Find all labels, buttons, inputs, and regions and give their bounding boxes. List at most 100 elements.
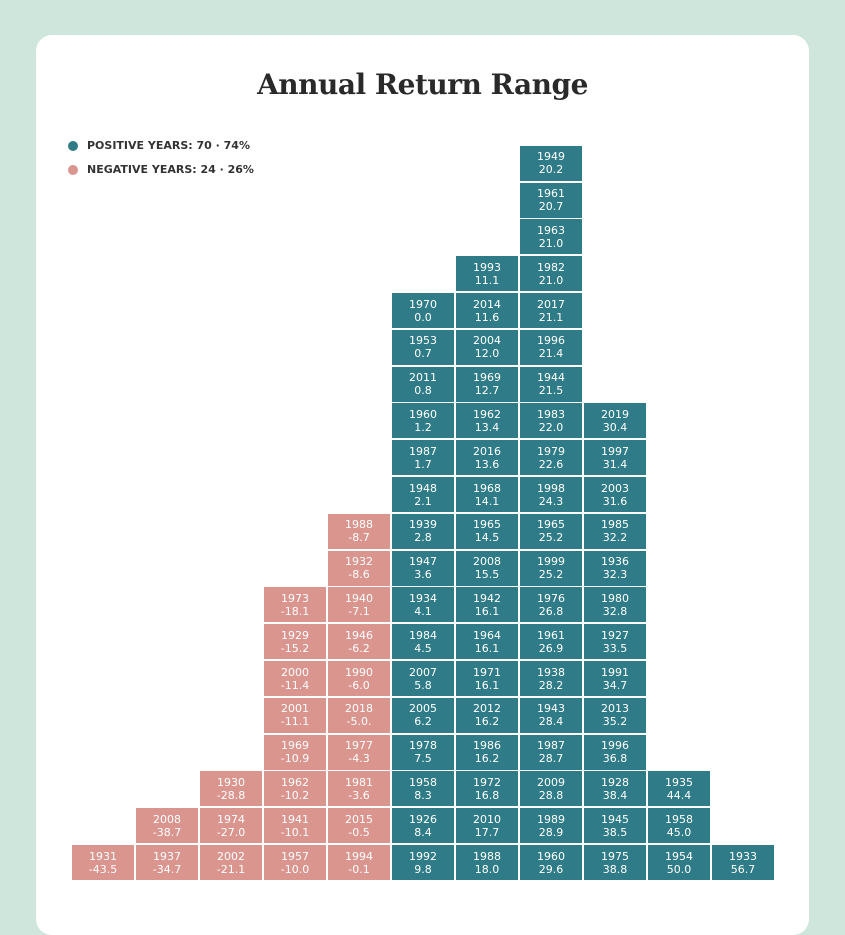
tile-value: 34.7 <box>602 678 628 692</box>
tile-year: 1976 <box>537 591 565 605</box>
tile-value: 0.0 <box>414 310 432 324</box>
tile-year: 1933 <box>729 849 757 863</box>
tile-year: 1965 <box>537 518 565 532</box>
tile-year: 1940 <box>345 591 373 605</box>
tile-year: 1937 <box>153 849 181 863</box>
tile: 1992 9.8 <box>392 845 454 880</box>
tile-value: 38.4 <box>602 788 628 802</box>
tile-year: 1964 <box>473 628 501 642</box>
tile: 1983 22.0 <box>520 403 582 439</box>
tile-year: 1928 <box>601 775 629 789</box>
tile: 2002 -21.1 <box>200 845 262 880</box>
tile: 2008 -38.7 <box>136 808 198 844</box>
tile-year: 1932 <box>345 555 373 569</box>
tile-year: 1962 <box>281 775 309 789</box>
tile: 1942 16.1 <box>456 587 518 623</box>
tile-year: 1960 <box>537 849 565 863</box>
tile-year: 1991 <box>601 665 629 679</box>
tile-value: -8.6 <box>348 568 370 582</box>
tile: 1976 26.8 <box>520 587 582 623</box>
tile-year: 2018 <box>345 702 373 716</box>
tile: 1984 4.5 <box>392 624 454 660</box>
tile: 1928 38.4 <box>584 771 646 807</box>
tile: 1926 8.4 <box>392 808 454 844</box>
tile-value: 28.7 <box>538 752 564 766</box>
tile: 1985 32.2 <box>584 513 646 549</box>
tile: 1962 13.4 <box>456 403 518 439</box>
tile-value: 20.7 <box>538 200 564 214</box>
tile-value: 32.2 <box>602 531 628 545</box>
tile-year: 1983 <box>537 407 565 421</box>
tile-year: 1961 <box>537 187 565 201</box>
tile: 2019 30.4 <box>584 403 646 439</box>
tile-year: 2012 <box>473 702 501 716</box>
tile-year: 1960 <box>409 407 437 421</box>
tile-year: 2010 <box>473 812 501 826</box>
tile-year: 1948 <box>409 481 437 495</box>
tile-year: 2005 <box>409 702 437 716</box>
tile-value: 21.0 <box>538 273 564 287</box>
tile-year: 1996 <box>537 334 565 348</box>
tile-year: 2001 <box>281 702 309 716</box>
tile-year: 1938 <box>537 665 565 679</box>
tile-year: 1943 <box>537 702 565 716</box>
tile-value: 17.7 <box>474 825 500 839</box>
tile-year: 2017 <box>537 297 565 311</box>
tile-value: -0.1 <box>348 862 370 876</box>
tile-value: 16.8 <box>474 788 500 802</box>
tile-value: 12.0 <box>474 347 500 361</box>
tile-year: 1971 <box>473 665 501 679</box>
tile: 1939 2.8 <box>392 513 454 549</box>
tile: 1946 -6.2 <box>328 624 390 660</box>
tile-value: 16.1 <box>474 678 500 692</box>
tile-year: 1961 <box>537 628 565 642</box>
tile-value: 28.2 <box>538 678 564 692</box>
tile-year: 1990 <box>345 665 373 679</box>
tile-year: 1992 <box>409 849 437 863</box>
tile: 1933 56.7 <box>712 845 774 880</box>
tile-year: 2015 <box>345 812 373 826</box>
tile-value: 16.2 <box>474 715 500 729</box>
legend-label: POSITIVE YEARS: 70 · 74% <box>87 139 250 152</box>
tile-year: 1935 <box>665 775 693 789</box>
tile: 1941 -10.1 <box>264 808 326 844</box>
tile: 1945 38.5 <box>584 808 646 844</box>
tile-year: 1981 <box>345 775 373 789</box>
tile-year: 2008 <box>473 555 501 569</box>
title: Annual Return Range <box>257 68 588 101</box>
tile-year: 1975 <box>601 849 629 863</box>
tile-value: -5.0. <box>346 715 372 729</box>
tile: 1975 38.8 <box>584 845 646 880</box>
tile-value: 11.1 <box>474 273 500 287</box>
tile: 1938 28.2 <box>520 661 582 696</box>
tile: 1944 21.5 <box>520 366 582 402</box>
tile-value: -15.2 <box>280 641 310 655</box>
tile: 2008 15.5 <box>456 550 518 586</box>
tile-value: -27.0 <box>216 825 246 839</box>
tile-value: 13.4 <box>474 420 500 434</box>
tile-value: 26.8 <box>538 604 564 618</box>
tile: 1957 -10.0 <box>264 845 326 880</box>
tile-value: -10.2 <box>280 788 310 802</box>
tile-value: 0.8 <box>414 384 432 398</box>
tile: 1970 0.0 <box>392 293 454 328</box>
tile: 1978 7.5 <box>392 734 454 770</box>
tile-year: 2003 <box>601 481 629 495</box>
tile-value: 24.3 <box>538 494 564 508</box>
tile-year: 2000 <box>281 665 309 679</box>
tile-value: 3.6 <box>414 568 432 582</box>
tile: 2001 -11.1 <box>264 697 326 733</box>
tile-year: 1974 <box>217 812 245 826</box>
tile-year: 1946 <box>345 628 373 642</box>
tile-year: 2014 <box>473 297 501 311</box>
tile: 1990 -6.0 <box>328 661 390 696</box>
tile: 1958 45.0 <box>648 808 710 844</box>
tile: 1994 -0.1 <box>328 845 390 880</box>
tile: 2016 13.6 <box>456 440 518 476</box>
tile-value: -43.5 <box>88 862 118 876</box>
tile-value: 28.4 <box>538 715 564 729</box>
tile-year: 1997 <box>601 444 629 458</box>
tile-value: 4.5 <box>414 641 432 655</box>
tile: 1968 14.1 <box>456 477 518 512</box>
tile-value: 30.4 <box>602 420 628 434</box>
